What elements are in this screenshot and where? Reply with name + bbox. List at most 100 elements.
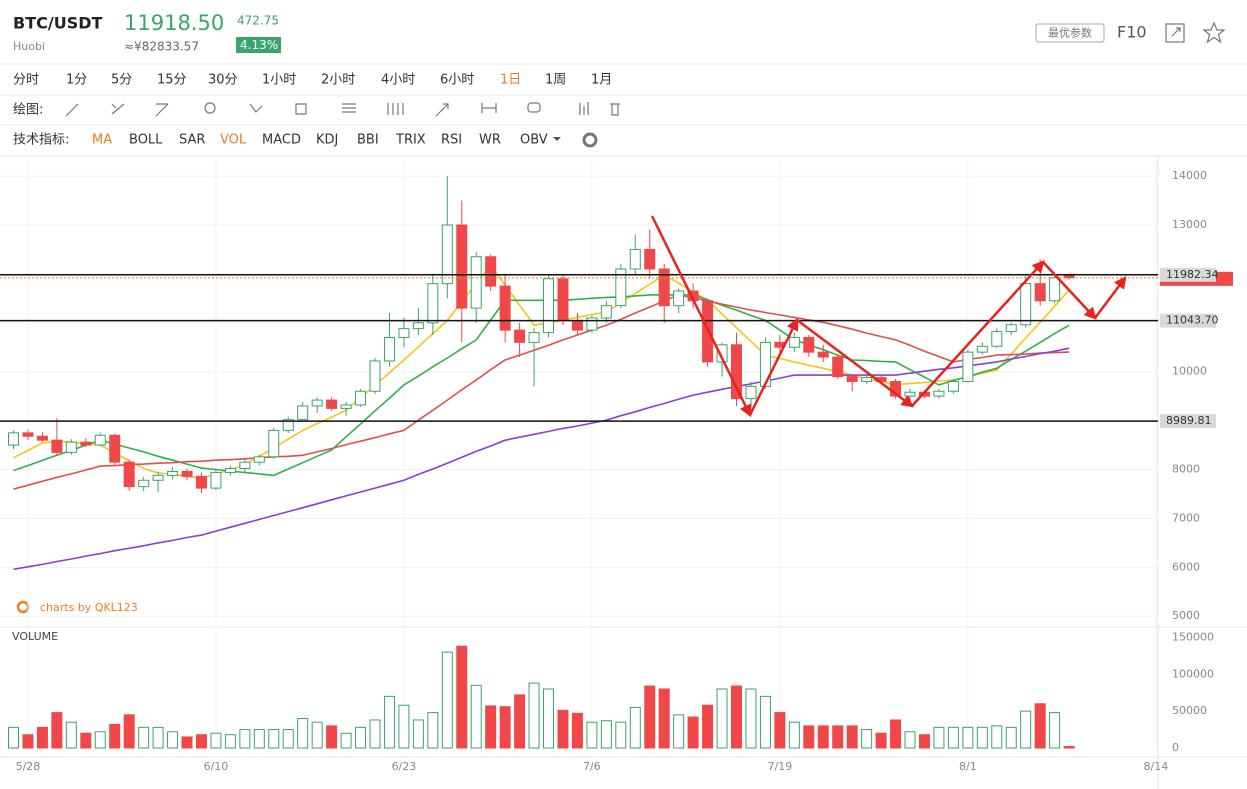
candle-body xyxy=(181,470,193,477)
params-button[interactable] xyxy=(1035,23,1105,43)
candle-body xyxy=(933,390,945,397)
x-tick-label: 7/19 xyxy=(768,760,793,773)
volume-bar xyxy=(412,719,424,749)
x-tick-label: 6/23 xyxy=(392,760,417,773)
indicator-tab[interactable]: KDJ xyxy=(316,133,338,148)
x-tick-label: 8/14 xyxy=(1143,760,1168,773)
volume-bar xyxy=(904,731,916,749)
candle-body xyxy=(615,268,627,307)
candle-body xyxy=(716,344,728,363)
volume-bar xyxy=(383,695,395,749)
indicator-tab[interactable]: WR xyxy=(479,133,501,148)
candle-body xyxy=(167,470,179,476)
volume-bar xyxy=(861,729,873,749)
period-tab[interactable]: 1月 xyxy=(591,73,612,88)
period-tab[interactable]: 15分 xyxy=(157,73,187,88)
indicator-tab[interactable]: OBV xyxy=(520,133,548,148)
level-label-bg xyxy=(1160,414,1216,429)
volume-tick-label: 100000 xyxy=(1172,667,1214,680)
period-tab[interactable]: 30分 xyxy=(208,73,238,88)
pair: BTC/USDT xyxy=(13,14,102,33)
level-label: 11043.70 xyxy=(1166,314,1219,327)
period-tab[interactable]: 4小时 xyxy=(381,73,415,88)
indicator-tab[interactable]: RSI xyxy=(441,133,462,148)
volume-bar xyxy=(427,712,439,749)
candle-body xyxy=(195,475,207,489)
indicator-tab[interactable]: BOLL xyxy=(129,133,163,148)
y-tick-label: 13000 xyxy=(1172,218,1207,231)
arrow xyxy=(1094,276,1127,319)
volume-bar xyxy=(181,736,193,749)
y-tick-label: 10000 xyxy=(1172,365,1207,378)
period-tab[interactable]: 5分 xyxy=(111,73,132,88)
volume-bar xyxy=(759,695,771,749)
volume-bar xyxy=(8,726,19,749)
candle-body xyxy=(65,441,77,453)
volume-bar xyxy=(94,731,106,749)
params-label[interactable]: 最优参数 xyxy=(1048,26,1092,40)
ma-line xyxy=(13,347,1070,571)
change-pct: 4.13% xyxy=(240,38,278,52)
indicator-tab[interactable]: TRIX xyxy=(395,133,426,148)
volume-bar xyxy=(1020,710,1032,749)
volume-bar xyxy=(485,705,497,749)
volume-bar xyxy=(253,729,265,749)
period-tab[interactable]: 6小时 xyxy=(440,73,474,88)
candle-body xyxy=(528,332,540,343)
candle-body xyxy=(398,328,410,338)
volume-bar xyxy=(109,723,121,749)
x-tick-label: 5/28 xyxy=(16,760,41,773)
volume-bar xyxy=(890,719,902,749)
period-tab[interactable]: 1周 xyxy=(545,73,566,88)
volume-bar xyxy=(600,720,612,749)
volume-bar xyxy=(528,682,540,749)
candle-body xyxy=(427,283,439,324)
volume-bar xyxy=(731,685,742,749)
volume-bar xyxy=(224,734,236,749)
period-tab[interactable]: 1分 xyxy=(66,73,87,88)
favorite-icon[interactable] xyxy=(1202,21,1226,44)
volume-bar xyxy=(441,651,453,749)
candle-body xyxy=(600,305,612,319)
volume-bar xyxy=(369,719,381,749)
arrow xyxy=(911,260,1045,407)
draw-tools[interactable] xyxy=(65,102,620,117)
indicator-tab[interactable]: VOL xyxy=(220,133,247,148)
candle-body xyxy=(123,461,135,488)
arrow xyxy=(748,317,799,416)
candle-body xyxy=(514,329,526,343)
candle-body xyxy=(485,256,497,287)
volume-bar xyxy=(947,726,959,749)
volume-bar xyxy=(210,732,222,749)
indicator-tab[interactable]: MA xyxy=(92,133,112,148)
indicator-tab[interactable]: BBI xyxy=(357,133,379,148)
volume-bar xyxy=(297,718,309,749)
volume-bar xyxy=(933,726,945,749)
period-tab[interactable]: 分时 xyxy=(13,73,39,88)
volume-bar xyxy=(832,725,844,749)
candle-body xyxy=(94,434,106,446)
f10-button[interactable]: F10 xyxy=(1117,23,1147,42)
period-tab[interactable]: 1日 xyxy=(500,73,521,88)
y-tick-label: 6000 xyxy=(1172,560,1200,573)
period-tab[interactable]: 2小时 xyxy=(321,73,355,88)
volume-bar xyxy=(673,714,685,749)
indicator-tab[interactable]: SAR xyxy=(179,133,205,148)
volume-bar xyxy=(644,685,656,749)
volume-bar xyxy=(687,716,699,749)
settings-icon[interactable] xyxy=(582,132,598,148)
fullscreen-icon[interactable] xyxy=(1165,23,1185,43)
volume-tick-label: 0 xyxy=(1172,741,1179,754)
period-tab[interactable]: 1小时 xyxy=(262,73,296,88)
volume-bar xyxy=(543,688,555,749)
candle-body xyxy=(861,377,873,382)
volume-bar xyxy=(745,688,757,749)
candle-body xyxy=(109,434,121,463)
candle-body xyxy=(369,360,381,392)
change: 472.75 xyxy=(237,14,279,28)
volume-bar xyxy=(991,725,1003,749)
indicator-tab[interactable]: MACD xyxy=(262,133,301,148)
candle-body xyxy=(817,351,829,358)
